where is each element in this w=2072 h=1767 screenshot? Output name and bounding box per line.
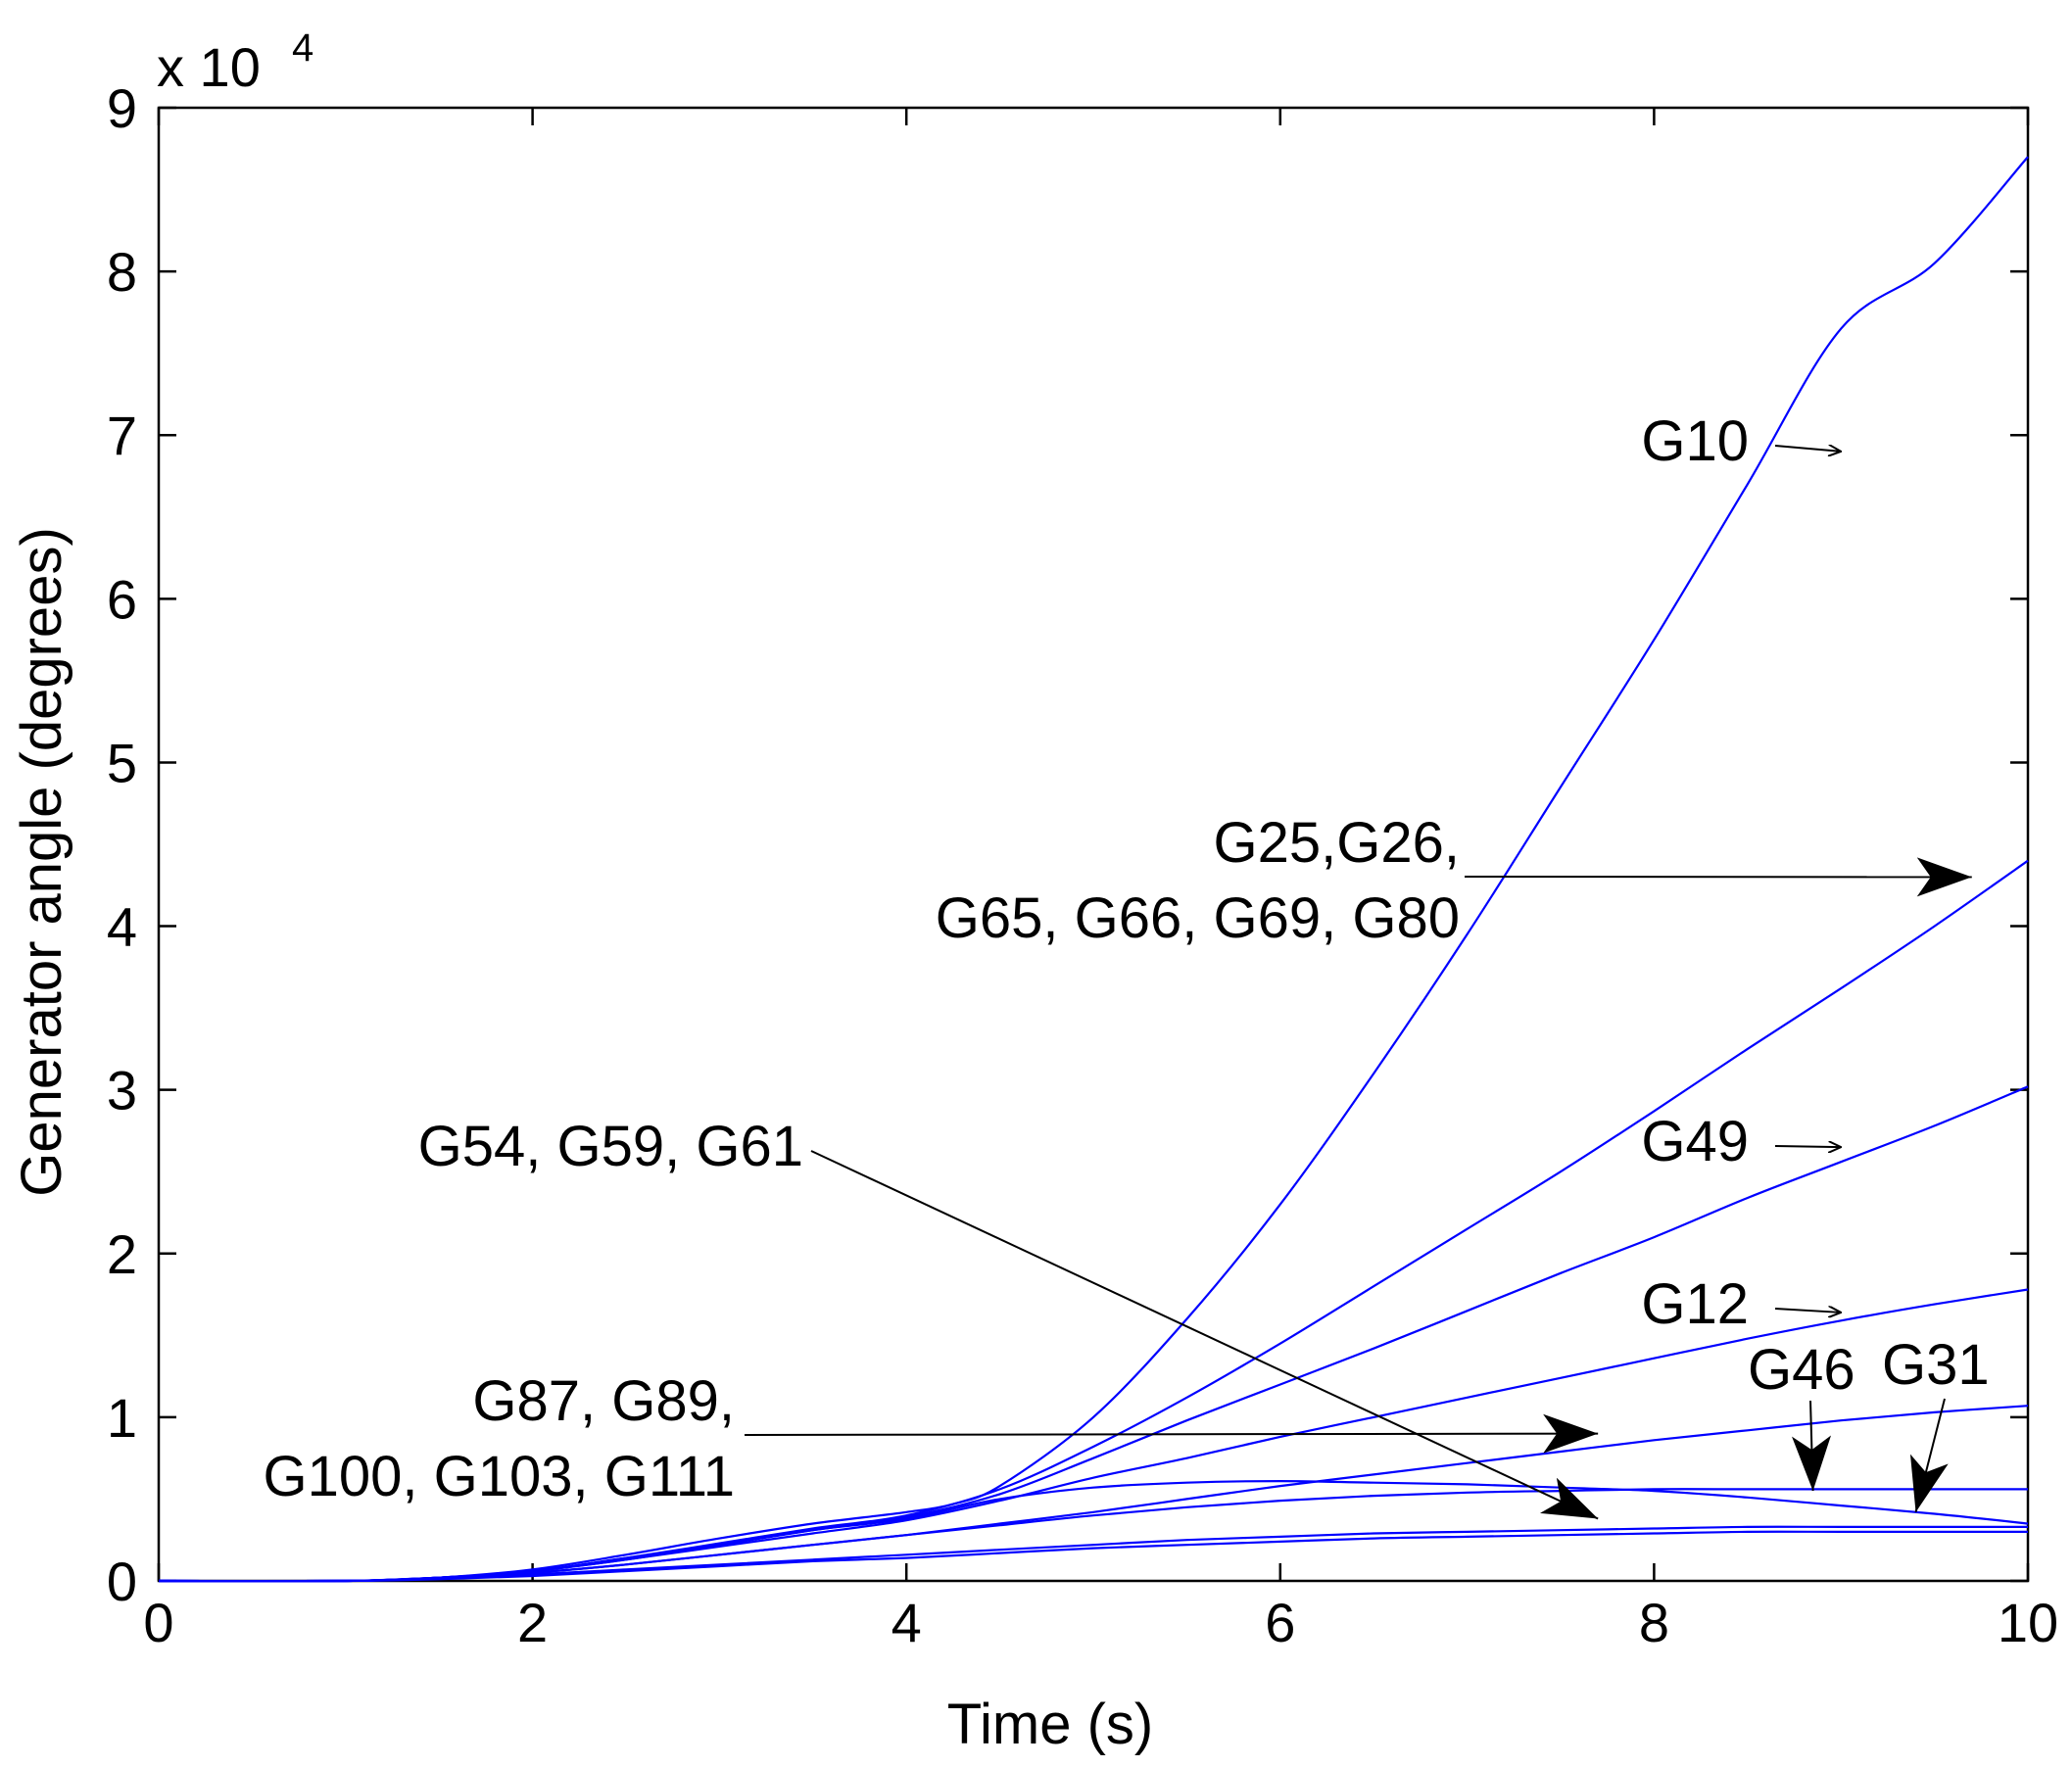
annotation-label: G46 [1748,1338,1855,1402]
series-group [158,156,2029,1583]
annotation-arrow [1774,1146,1841,1147]
y-axis-title: Generator angle (degrees) [10,527,73,1197]
x-tick-label: 4 [891,1592,922,1653]
x-axis-title: Time (s) [947,1693,1153,1756]
series-line [158,1488,2028,1583]
y-tick-label: 4 [107,896,137,958]
annotation-group: G10 G25,G26, G65, G66, G69, G80 G49 G12 G87, … [263,409,1990,1520]
series-line [158,1479,2029,1583]
annotation-arrow [1909,1398,1949,1513]
plot-frame [157,106,2030,1583]
series-line [158,1530,2028,1583]
x-tick-label: 10 [1998,1592,2058,1653]
x-tick-label: 2 [517,1592,548,1653]
annotation-label: G10 [1641,409,1749,473]
annotation-arrow [744,1413,1599,1454]
annotation-arrow [1792,1400,1832,1492]
y-tick-label: 8 [107,241,137,303]
annotation-arrow [810,1150,1599,1520]
y-tick-label: 0 [107,1551,137,1612]
annotation-label: G65, G66, G69, G80 [936,886,1460,950]
y-tick-label: 3 [107,1060,137,1122]
x-tick-label: 0 [143,1592,173,1653]
annotation-label: G100, G103, G111 [263,1445,735,1508]
annotation-label: G25,G26, [1214,811,1460,875]
x-tick-label: 8 [1639,1592,1669,1653]
y-tick-label: 5 [107,732,137,793]
y-tick-label: 7 [107,405,137,466]
y-tick-label: 1 [107,1387,137,1449]
y-tick-label: 6 [107,568,137,630]
annotation-label: G12 [1641,1272,1749,1336]
x-tick-label: 6 [1265,1592,1295,1653]
annotation-label: G31 [1882,1333,1990,1397]
y-tick-label: 9 [107,77,137,139]
y-scale-label: x 10 4 [157,26,313,98]
annotation-arrow [1774,1309,1841,1313]
series-line [158,1525,2028,1583]
y-tick-label: 2 [107,1223,137,1285]
series-line [158,156,2029,1583]
y-scale-exponent: 4 [292,26,313,70]
annotation-label: G87, G89, [472,1369,735,1433]
annotation-label: G49 [1641,1110,1749,1173]
y-scale-factor: x 10 [157,36,261,98]
axes-box: 0 2 4 6 8 10 0 1 2 3 4 5 6 7 8 9 [107,77,2058,1653]
annotation-arrow [1774,446,1841,452]
annotation-label: G54, G59, G61 [418,1115,803,1178]
